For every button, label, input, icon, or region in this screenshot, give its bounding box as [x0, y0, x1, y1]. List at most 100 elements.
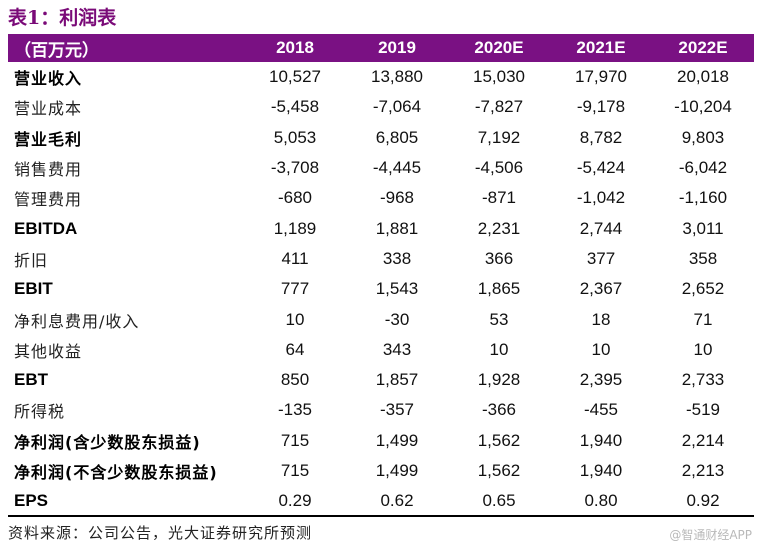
row-value: -519: [685, 400, 721, 420]
row-value: 1,562: [477, 430, 521, 450]
row-value: 1,189: [273, 218, 317, 238]
row-label: 其他收益: [14, 341, 83, 361]
row-value: 0.62: [380, 490, 414, 510]
row-value: 7,192: [477, 127, 521, 147]
row-value: 1,543: [375, 279, 419, 299]
table-row: EBIT 777 1,543 1,865 2,367 2,652: [8, 274, 754, 304]
row-value: -135: [277, 400, 313, 420]
row-value: 2,231: [477, 218, 521, 238]
row-label: 净利润(含少数股东损益): [14, 432, 201, 452]
row-value: 1,881: [375, 218, 419, 238]
row-value: 13,880: [371, 67, 423, 87]
row-value: 1,928: [477, 370, 521, 390]
row-value: 0.92: [686, 490, 720, 510]
table-row: 净利润(含少数股东损益) 715 1,499 1,562 1,940 2,214: [8, 426, 754, 456]
row-value: 2,733: [681, 370, 725, 390]
row-value: -1,042: [576, 188, 626, 208]
income-statement-table: （百万元） 2018 2019 2020E 2021E 2022E 营业收入 10…: [8, 34, 754, 517]
row-value: -680: [277, 188, 313, 208]
row-value: 5,053: [273, 127, 317, 147]
row-label: 净利息费用/收入: [14, 311, 140, 331]
row-value: 377: [586, 248, 616, 268]
row-label: 营业成本: [14, 99, 83, 119]
row-value: -1,160: [678, 188, 728, 208]
row-value: 358: [688, 248, 718, 268]
row-value: -30: [384, 309, 410, 329]
row-value: 2,652: [681, 279, 725, 299]
table-row: EBT 850 1,857 1,928 2,395 2,733: [8, 365, 754, 395]
row-value: 64: [285, 339, 305, 359]
row-label: 净利润(不含少数股东损益): [14, 463, 218, 482]
row-value: 1,865: [477, 279, 521, 299]
row-value: 338: [382, 248, 412, 268]
row-value: 715: [280, 461, 310, 480]
year-header: 2020E: [474, 38, 524, 57]
row-value: -455: [583, 400, 619, 420]
row-label: 管理费用: [14, 190, 83, 210]
row-value: 6,805: [375, 127, 419, 147]
row-value: -7,064: [372, 97, 422, 117]
row-value: 1,940: [579, 430, 623, 450]
row-value: 0.29: [278, 490, 312, 510]
row-value: -5,424: [576, 158, 626, 178]
row-value: 9,803: [681, 127, 725, 147]
table-title: 表1：利润表: [8, 7, 117, 29]
row-value: 715: [280, 430, 310, 450]
row-value: -5,458: [270, 97, 320, 117]
table-row: 营业毛利 5,053 6,805 7,192 8,782 9,803: [8, 123, 754, 153]
row-value: -357: [379, 400, 415, 420]
row-value: -7,827: [474, 97, 524, 117]
year-header: 2021E: [576, 38, 626, 57]
row-value: 3,011: [682, 218, 724, 238]
year-header: 2018: [276, 38, 314, 57]
row-value: 366: [484, 248, 514, 268]
table-row: 其他收益 64 343 10 10 10: [8, 335, 754, 365]
table-row: 营业成本 -5,458 -7,064 -7,827 -9,178 -10,204: [8, 92, 754, 122]
row-value: -4,506: [474, 158, 524, 178]
row-value: 8,782: [579, 127, 623, 147]
table-row: 净利息费用/收入 10 -30 53 18 71: [8, 304, 754, 334]
row-value: 10: [591, 339, 611, 359]
year-header: 2019: [378, 38, 416, 57]
table-header-row: （百万元） 2018 2019 2020E 2021E 2022E: [8, 34, 754, 62]
row-value: 0.80: [584, 490, 618, 510]
row-value: 71: [693, 309, 713, 329]
row-value: 15,030: [473, 67, 525, 87]
row-value: 411: [281, 248, 309, 268]
watermark: @智通财经APP: [669, 528, 752, 542]
row-value: 10,527: [269, 67, 321, 87]
row-value: -9,178: [576, 97, 626, 117]
row-value: -366: [481, 400, 517, 420]
row-value: 10: [285, 309, 305, 329]
year-header: 2022E: [678, 38, 728, 57]
table-row: 所得税 -135 -357 -366 -455 -519: [8, 395, 754, 425]
row-value: 2,395: [579, 370, 623, 390]
row-value: 20,018: [677, 67, 729, 87]
row-value: 10: [693, 339, 713, 359]
table-row: 净利润(不含少数股东损益) 715 1,499 1,562 1,940 2,213: [8, 456, 754, 486]
table-row: 管理费用 -680 -968 -871 -1,042 -1,160: [8, 183, 754, 213]
row-value: -6,042: [678, 158, 728, 178]
row-value: 10: [489, 339, 509, 359]
row-label: EPS: [14, 490, 49, 510]
row-label: 所得税: [14, 402, 66, 422]
row-value: 1,562: [477, 461, 521, 480]
table-row: 营业收入 10,527 13,880 15,030 17,970 20,018: [8, 62, 754, 92]
table-body: 营业收入 10,527 13,880 15,030 17,970 20,018 营业成本 -5…: [8, 62, 754, 517]
table-row: 折旧 411 338 366 377 358: [8, 244, 754, 274]
source-note: 资料来源：公司公告，光大证券研究所预测: [8, 524, 313, 542]
row-value: 343: [382, 339, 412, 359]
row-value: 53: [489, 309, 509, 329]
row-value: 1,499: [375, 461, 419, 480]
row-label: 营业毛利: [14, 129, 83, 149]
row-value: 17,970: [575, 67, 627, 87]
table-row: 销售费用 -3,708 -4,445 -4,506 -5,424 -6,042: [8, 153, 754, 183]
unit-header: （百万元）: [14, 40, 99, 61]
row-value: -968: [379, 188, 415, 208]
row-value: 0.65: [482, 490, 516, 510]
row-value: -871: [481, 188, 517, 208]
row-value: 2,214: [681, 430, 725, 450]
row-value: 777: [280, 279, 310, 299]
row-value: 2,744: [579, 218, 623, 238]
row-value: 850: [280, 370, 310, 390]
